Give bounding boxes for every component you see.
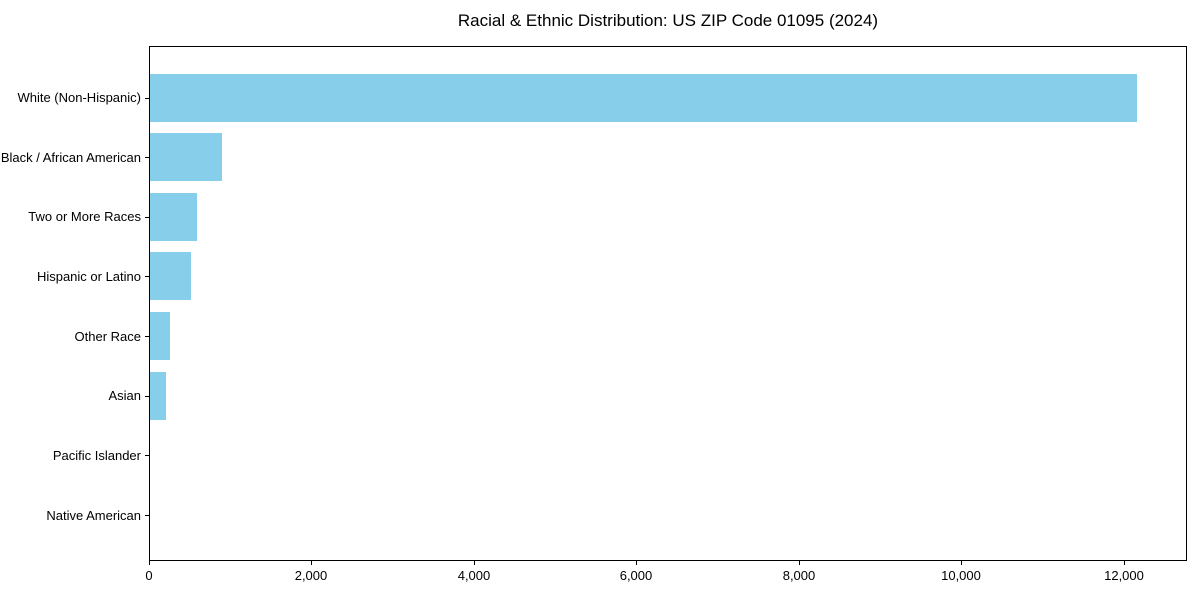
y-axis-tick	[145, 396, 149, 397]
y-axis-label: Pacific Islander	[52, 448, 141, 463]
y-axis-label: Two or More Races	[28, 209, 141, 224]
x-axis-tick	[474, 561, 475, 565]
x-axis-tick	[311, 561, 312, 565]
x-axis-tick-label: 6,000	[619, 568, 653, 583]
bar	[150, 133, 222, 181]
y-axis-label: Hispanic or Latino	[36, 269, 141, 284]
y-axis-label: Black / African American	[0, 150, 141, 165]
x-axis-tick-label: 12,000	[1104, 568, 1144, 583]
bar	[150, 312, 170, 360]
y-axis-tick	[145, 515, 149, 516]
y-axis-label: Native American	[46, 508, 141, 523]
bar	[150, 372, 166, 420]
bar	[150, 193, 197, 241]
plot-area	[149, 46, 1187, 561]
bar	[150, 252, 191, 300]
y-axis-label: Asian	[108, 388, 141, 403]
y-axis-label: White (Non-Hispanic)	[17, 90, 141, 105]
y-axis-tick	[145, 276, 149, 277]
x-axis-tick-label: 4,000	[457, 568, 491, 583]
x-axis-tick-label: 2,000	[294, 568, 328, 583]
y-axis-tick	[145, 157, 149, 158]
x-axis-tick-label: 0	[145, 568, 153, 583]
x-axis-tick	[799, 561, 800, 565]
y-axis-label: Other Race	[74, 329, 141, 344]
y-axis-tick	[145, 336, 149, 337]
x-axis-tick-label: 8,000	[782, 568, 816, 583]
x-axis-tick	[149, 561, 150, 565]
x-axis-tick-label: 10,000	[941, 568, 981, 583]
y-axis-tick	[145, 455, 149, 456]
chart-title: Racial & Ethnic Distribution: US ZIP Cod…	[457, 11, 879, 30]
x-axis-tick	[636, 561, 637, 565]
bar	[150, 74, 1137, 122]
x-axis-tick	[961, 561, 962, 565]
x-axis-tick	[1124, 561, 1125, 565]
y-axis-tick	[145, 217, 149, 218]
y-axis-tick	[145, 98, 149, 99]
